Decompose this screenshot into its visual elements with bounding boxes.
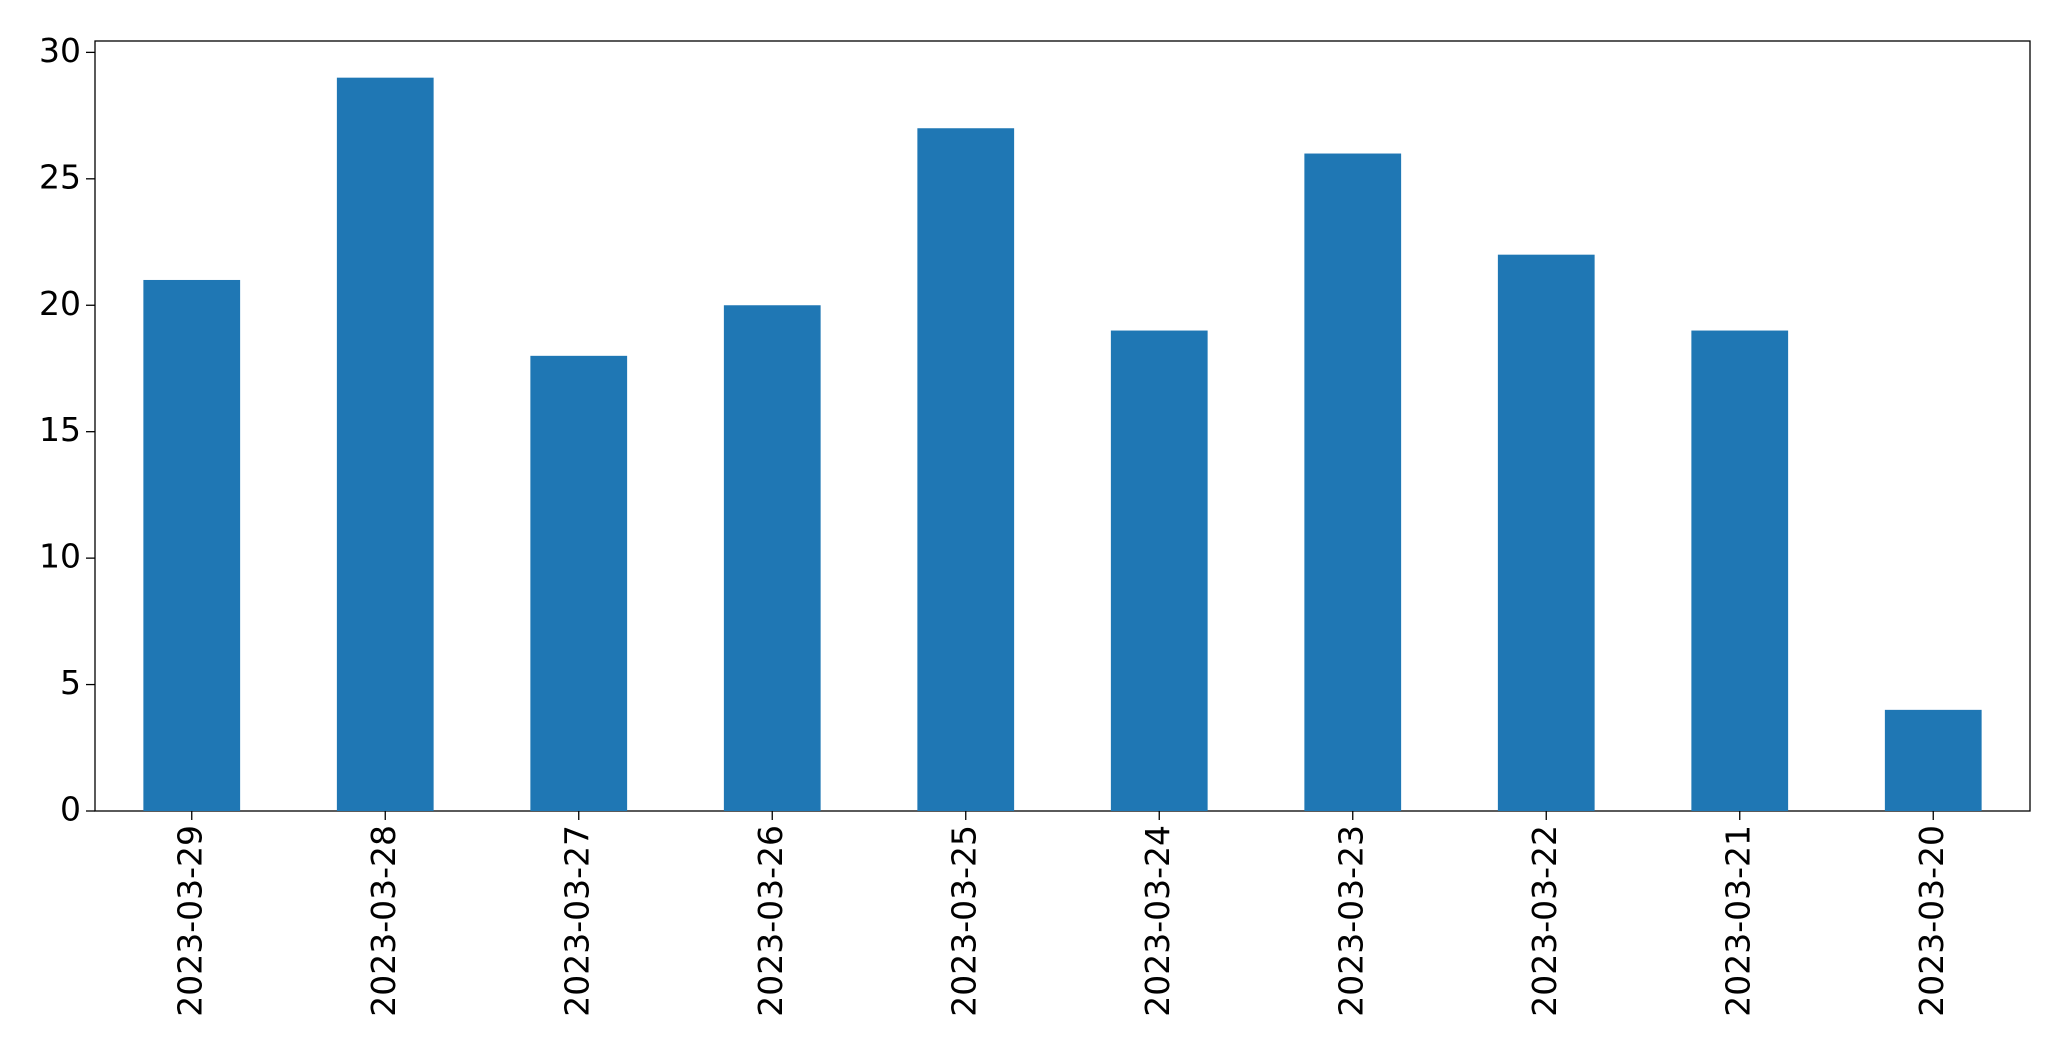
x-tick-label: 2023-03-28 bbox=[364, 825, 403, 1017]
y-tick-label: 30 bbox=[39, 31, 81, 70]
x-tick-label: 2023-03-22 bbox=[1525, 825, 1564, 1017]
bar bbox=[1110, 330, 1208, 811]
plot-frame bbox=[94, 40, 2031, 812]
y-tick-label: 5 bbox=[60, 663, 81, 702]
x-tick-label: 2023-03-27 bbox=[557, 825, 596, 1017]
y-tick-label: 25 bbox=[39, 157, 81, 196]
y-tick-label: 10 bbox=[39, 537, 81, 576]
y-tick-label: 0 bbox=[60, 790, 81, 829]
y-tick-label: 20 bbox=[39, 284, 81, 323]
y-tick-label: 15 bbox=[39, 410, 81, 449]
bar bbox=[917, 128, 1015, 811]
bar bbox=[1304, 153, 1402, 811]
x-tick-label: 2023-03-20 bbox=[1912, 825, 1951, 1017]
bar bbox=[1691, 330, 1789, 811]
x-tick-label: 2023-03-26 bbox=[751, 825, 790, 1017]
x-tick-label: 2023-03-25 bbox=[944, 825, 983, 1017]
bar bbox=[143, 279, 241, 811]
x-tick-label: 2023-03-23 bbox=[1331, 825, 1370, 1017]
bar bbox=[530, 355, 628, 811]
bar bbox=[1497, 254, 1595, 811]
bar bbox=[1884, 709, 1982, 811]
bar bbox=[723, 305, 821, 811]
x-tick-label: 2023-03-21 bbox=[1718, 825, 1757, 1017]
x-tick-label: 2023-03-24 bbox=[1138, 825, 1177, 1017]
x-tick-label: 2023-03-29 bbox=[170, 825, 209, 1017]
bar bbox=[336, 77, 434, 811]
